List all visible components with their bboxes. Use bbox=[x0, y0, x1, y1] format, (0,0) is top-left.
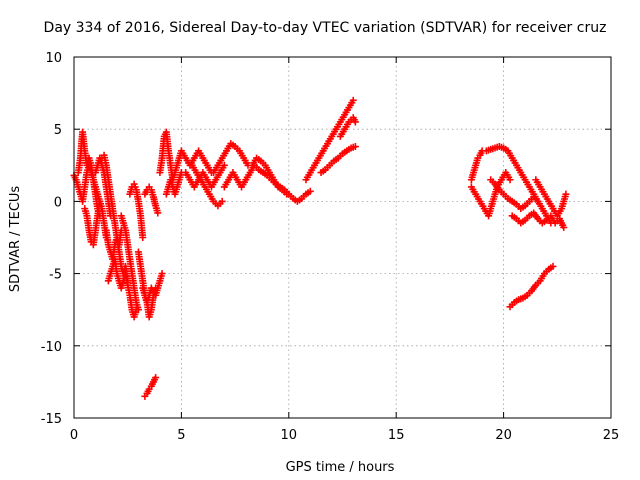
data-point bbox=[549, 262, 557, 270]
y-tick-label: -10 bbox=[41, 340, 62, 355]
data-point bbox=[349, 96, 357, 104]
series-seg-s bbox=[220, 161, 314, 205]
series-seg-ab bbox=[506, 262, 557, 311]
data-point bbox=[351, 118, 359, 126]
x-tick-label: 15 bbox=[388, 428, 405, 443]
data-points bbox=[70, 96, 570, 400]
y-tick-label: 0 bbox=[54, 195, 62, 210]
y-tick-label: -5 bbox=[49, 268, 62, 283]
series-seg-h bbox=[117, 212, 142, 314]
x-tick-label: 5 bbox=[177, 428, 185, 443]
data-point bbox=[152, 374, 160, 382]
series-seg-aa bbox=[532, 176, 570, 220]
plot-frame bbox=[73, 56, 612, 419]
x-tick-label: 25 bbox=[603, 428, 620, 443]
series-seg-w bbox=[467, 143, 542, 205]
data-point bbox=[506, 176, 514, 184]
data-point bbox=[139, 234, 147, 241]
series-seg-k bbox=[139, 284, 160, 306]
series-seg-x bbox=[467, 169, 514, 220]
data-point bbox=[306, 187, 314, 195]
series-seg-z bbox=[508, 209, 568, 231]
series-seg-t bbox=[302, 96, 357, 184]
series-seg-c bbox=[81, 197, 104, 249]
data-point bbox=[351, 143, 359, 151]
data-point bbox=[560, 223, 568, 231]
series-seg-m bbox=[152, 270, 166, 299]
series-seg-p bbox=[162, 161, 228, 198]
x-tick-label: 0 bbox=[70, 428, 78, 443]
data-point bbox=[154, 209, 162, 217]
series-seg-i bbox=[126, 180, 147, 241]
y-axis-label: SDTVAR / TECUs bbox=[8, 186, 23, 293]
series-seg-q bbox=[188, 161, 226, 210]
y-tick-label: 10 bbox=[45, 51, 62, 66]
data-point bbox=[562, 190, 570, 198]
y-tick-label: 5 bbox=[54, 123, 62, 138]
x-tick-label: 10 bbox=[281, 428, 298, 443]
series-seg-o bbox=[156, 128, 215, 184]
data-point bbox=[220, 161, 228, 169]
axis-ticks: 0 5 10 15 20 25 -15 -10 -5 0 5 10 bbox=[41, 51, 620, 443]
x-tick-label: 20 bbox=[495, 428, 512, 443]
y-tick-label: -15 bbox=[41, 412, 62, 427]
x-axis-label: GPS time / hours bbox=[286, 460, 395, 475]
series-seg-u bbox=[317, 143, 359, 177]
data-point bbox=[96, 197, 104, 205]
series-seg-l bbox=[141, 183, 162, 217]
grid bbox=[74, 57, 611, 418]
data-point bbox=[218, 197, 226, 205]
data-point bbox=[134, 306, 142, 314]
data-point bbox=[158, 270, 166, 278]
chart-title: Day 334 of 2016, Sidereal Day-to-day VTE… bbox=[44, 20, 607, 36]
series-seg-v bbox=[336, 114, 359, 140]
series-seg-n bbox=[141, 374, 160, 400]
